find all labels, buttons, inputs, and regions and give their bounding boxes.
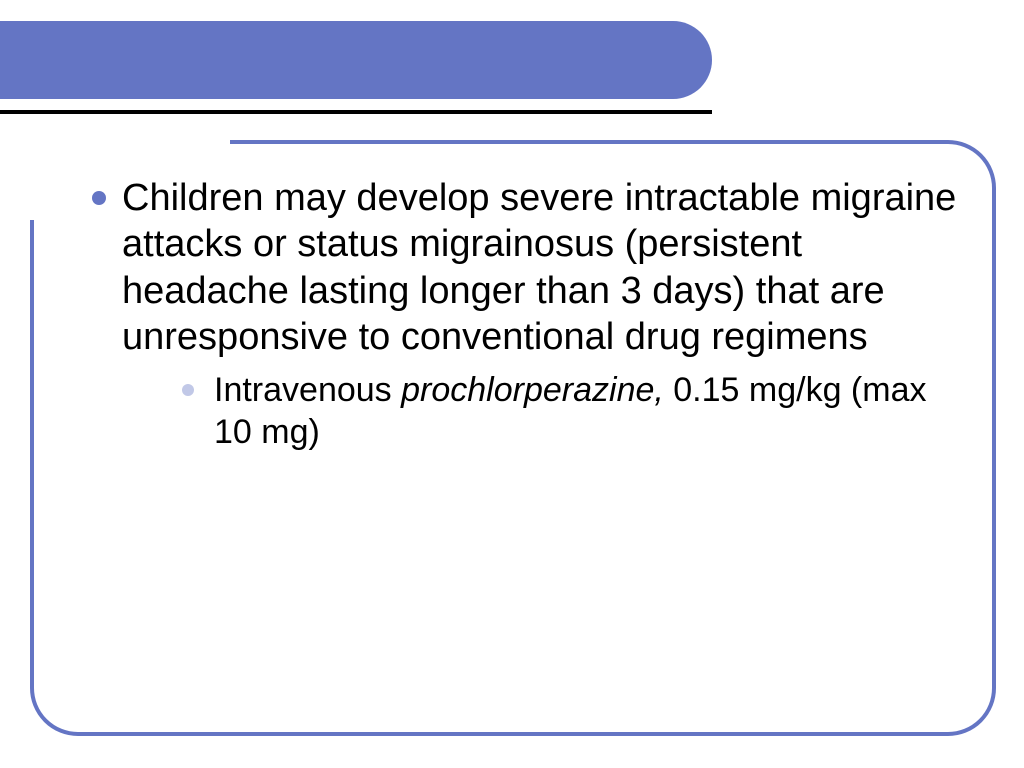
bullet-item-1-1: Intravenous prochlorperazine, 0.15 mg/kg…: [182, 370, 970, 453]
header-underline: [0, 110, 712, 114]
slide-content: Children may develop severe intractable …: [70, 175, 970, 453]
bullet-1-text: Children may develop severe intractable …: [122, 177, 956, 358]
header-bar: [0, 21, 712, 99]
bullet-list-level2: Intravenous prochlorperazine, 0.15 mg/kg…: [122, 370, 970, 453]
bullet-1-1-drug: prochlorperazine,: [401, 371, 664, 409]
bullet-list-level1: Children may develop severe intractable …: [70, 175, 970, 453]
bullet-1-1-prefix: Intravenous: [214, 371, 401, 409]
bullet-item-1: Children may develop severe intractable …: [92, 175, 970, 453]
